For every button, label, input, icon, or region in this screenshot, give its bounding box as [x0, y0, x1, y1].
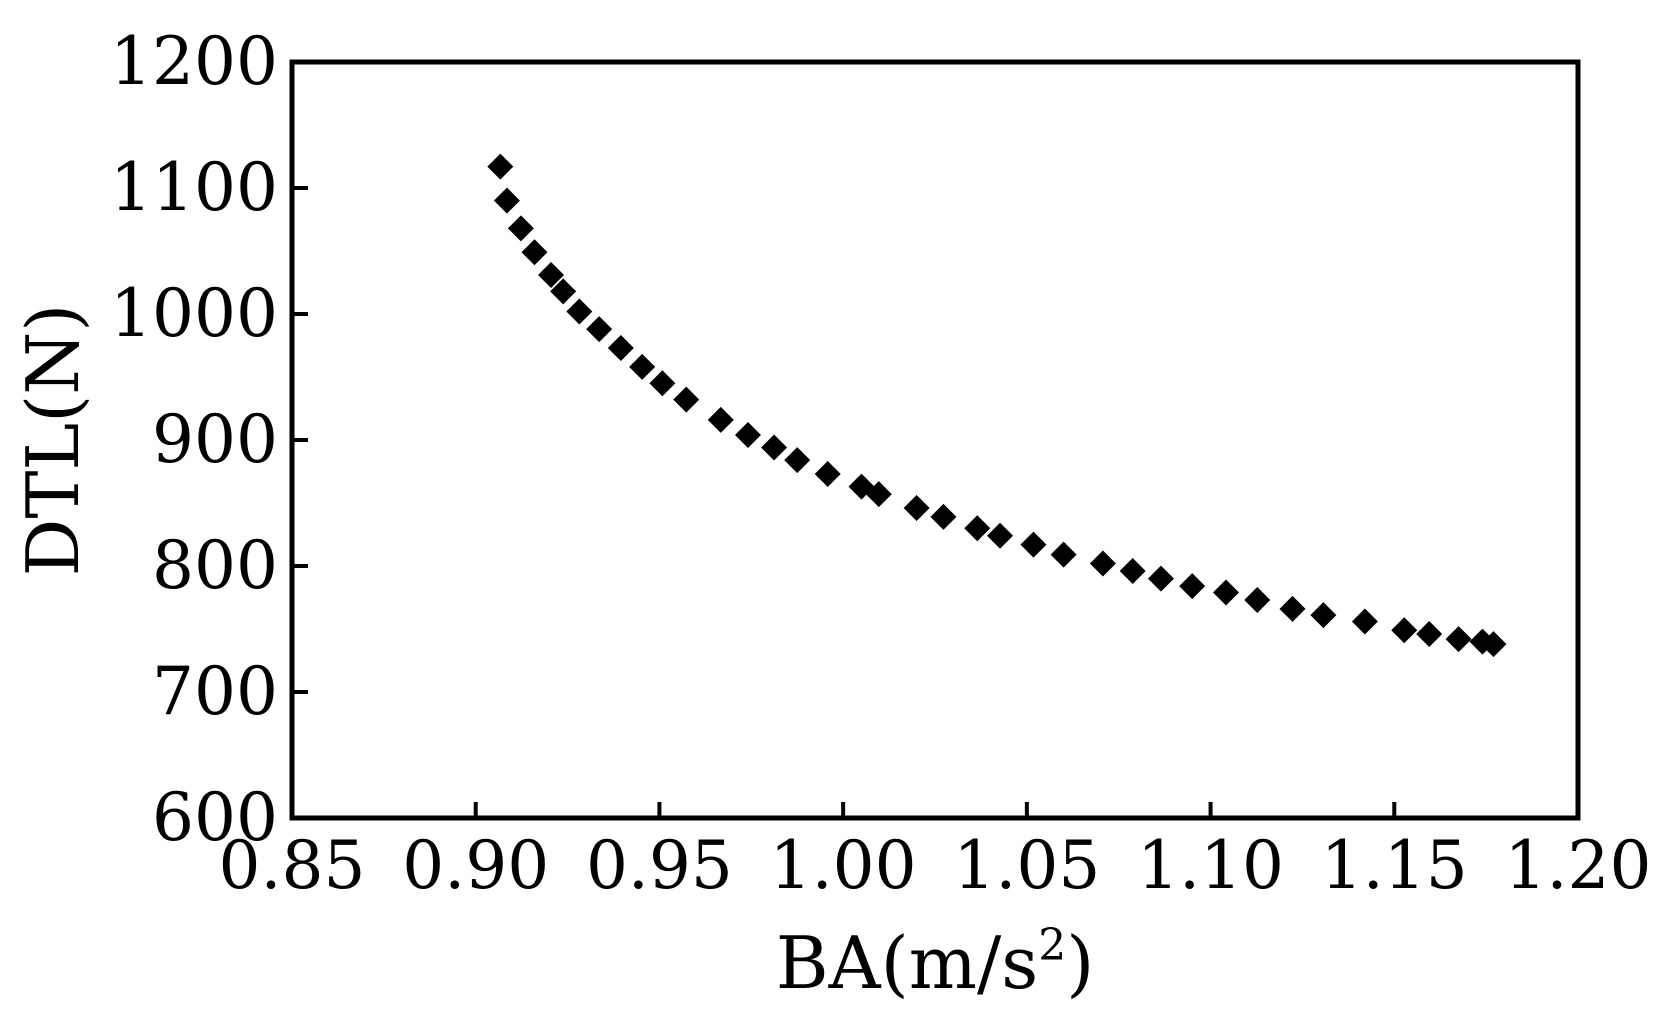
data-point — [629, 353, 656, 380]
data-point — [1020, 531, 1047, 558]
x-tick-label: 0.95 — [586, 827, 733, 904]
y-tick-label: 1000 — [110, 275, 278, 352]
data-point — [964, 515, 991, 542]
y-tick-label: 900 — [152, 401, 278, 478]
data-point — [1213, 579, 1240, 606]
data-point — [1179, 573, 1206, 600]
data-point — [1050, 541, 1077, 568]
data-point — [707, 406, 734, 433]
data-point — [1480, 631, 1507, 658]
plot-frame — [289, 59, 1581, 821]
data-point — [814, 461, 841, 488]
data-points — [487, 153, 1507, 658]
y-tick-label: 800 — [152, 527, 278, 604]
data-point — [607, 335, 634, 362]
data-point — [586, 316, 613, 343]
data-point — [538, 261, 565, 288]
data-point — [734, 421, 761, 448]
y-axis-ticks: 600 700 800 900 1000 1100 1200 — [110, 23, 308, 856]
data-point — [761, 434, 788, 461]
data-point — [1351, 608, 1378, 635]
data-point — [1089, 550, 1116, 577]
x-tick-label: 0.90 — [402, 827, 549, 904]
data-point — [987, 522, 1014, 549]
x-tick-label: 1.20 — [1505, 827, 1652, 904]
data-point — [566, 298, 593, 325]
data-point — [1147, 565, 1174, 592]
data-point — [521, 239, 548, 266]
data-point — [550, 278, 577, 305]
x-axis-title: BA(m/s2) — [776, 920, 1095, 1005]
data-point — [784, 447, 811, 474]
data-point — [1119, 558, 1146, 585]
x-tick-label: 1.00 — [770, 827, 917, 904]
data-point — [1244, 587, 1271, 614]
x-tick-label: 1.05 — [953, 827, 1100, 904]
data-point — [865, 481, 892, 508]
data-point — [1416, 621, 1443, 648]
data-point — [493, 187, 520, 214]
data-point — [507, 215, 534, 242]
data-point — [673, 386, 700, 413]
y-tick-label: 1100 — [110, 149, 278, 226]
data-point — [1310, 602, 1337, 629]
data-point — [649, 370, 676, 397]
x-tick-label: 1.15 — [1321, 827, 1468, 904]
x-axis-ticks: 0.85 0.90 0.95 1.00 1.05 1.10 1.15 1.20 — [219, 802, 1652, 904]
x-tick-label: 0.85 — [219, 827, 366, 904]
data-point — [930, 503, 957, 530]
data-point — [1391, 617, 1418, 644]
data-point — [487, 153, 514, 180]
y-tick-label: 700 — [152, 653, 278, 730]
data-point — [1445, 626, 1472, 653]
x-tick-label: 1.10 — [1137, 827, 1284, 904]
data-point — [903, 495, 930, 522]
y-axis-title: DTL(N) — [11, 304, 95, 577]
y-tick-label: 600 — [152, 779, 278, 856]
y-tick-label: 1200 — [110, 23, 278, 100]
data-point — [1279, 595, 1306, 622]
